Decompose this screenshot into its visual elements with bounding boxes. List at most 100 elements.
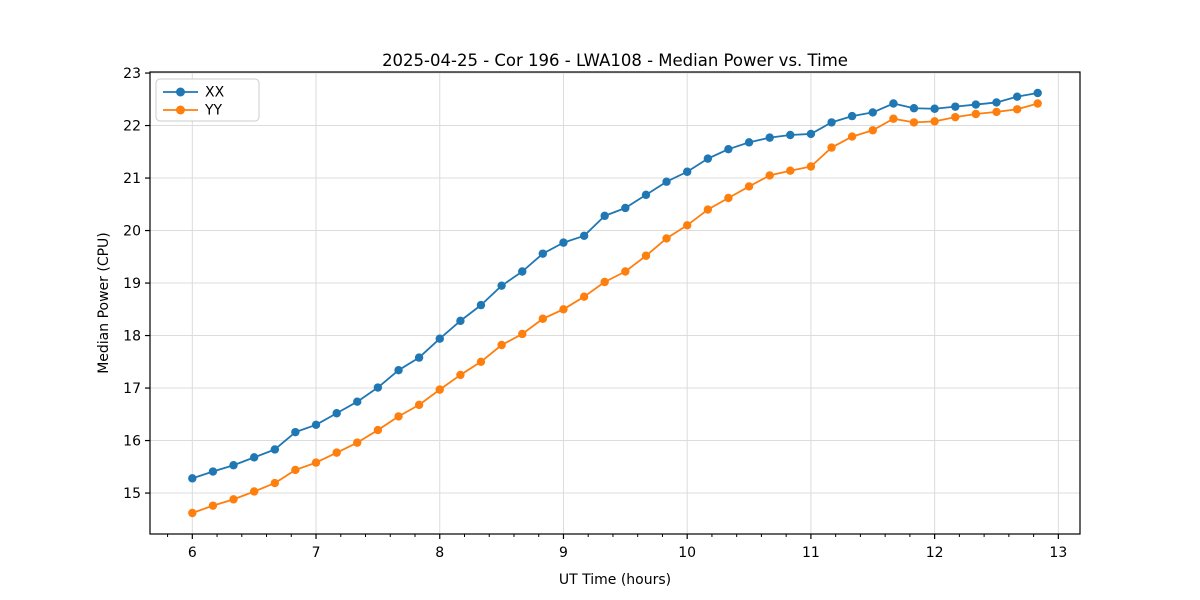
data-point-yy	[208, 501, 218, 510]
legend: XX YY	[155, 78, 260, 122]
y-tick-label: 19	[123, 276, 141, 292]
data-point-yy	[476, 357, 486, 366]
data-point-xx	[951, 102, 960, 111]
data-point-yy	[827, 143, 836, 152]
y-tick-label: 22	[123, 119, 141, 135]
x-tick-label: 13	[1049, 545, 1067, 561]
data-point-yy	[806, 162, 816, 171]
data-point-yy	[889, 114, 898, 123]
legend-label-yy: YY	[204, 103, 223, 119]
gridlines	[150, 72, 1080, 534]
y-tick-label: 16	[123, 434, 141, 450]
y-tick-label: 17	[123, 381, 141, 397]
data-point-xx	[827, 118, 836, 127]
data-point-yy	[311, 458, 321, 467]
series-lines	[188, 88, 1042, 518]
data-point-yy	[868, 126, 877, 135]
data-point-xx	[414, 353, 424, 362]
series-xx	[188, 88, 1042, 483]
data-point-xx	[1033, 88, 1042, 98]
data-point-yy	[930, 117, 939, 126]
data-point-xx	[744, 138, 754, 147]
data-point-xx	[889, 99, 898, 108]
data-point-yy	[662, 234, 671, 243]
data-point-yy	[497, 340, 506, 350]
data-point-yy	[456, 370, 465, 380]
data-point-xx	[476, 300, 486, 310]
data-point-yy	[641, 251, 651, 260]
data-point-xx	[353, 397, 362, 406]
data-point-yy	[1012, 105, 1022, 114]
data-point-xx	[311, 420, 321, 429]
axis-ticks: 6 7 8 9 10 11 12 13 15 16 17 18 19 20 21 22 23	[123, 66, 1067, 561]
x-tick-label: 6	[188, 545, 197, 561]
data-point-yy	[724, 193, 733, 203]
data-point-yy	[971, 109, 981, 119]
data-point-xx	[579, 231, 589, 240]
data-point-xx	[332, 409, 341, 418]
data-point-yy	[559, 305, 568, 314]
x-tick-label: 12	[926, 545, 944, 561]
x-tick-label: 11	[802, 545, 820, 561]
data-point-yy	[373, 425, 383, 435]
data-point-yy	[394, 412, 403, 421]
data-point-xx	[909, 104, 919, 113]
data-point-yy	[332, 448, 341, 457]
series-xx-line	[191, 92, 1039, 480]
y-axis-label: Median Power (CPU)	[96, 232, 112, 374]
series-yy	[188, 99, 1042, 518]
data-point-yy	[621, 267, 630, 276]
data-point-xx	[992, 98, 1001, 107]
data-point-xx	[394, 366, 403, 375]
data-point-xx	[786, 130, 795, 140]
data-point-xx	[600, 211, 609, 221]
data-point-yy	[765, 171, 774, 180]
data-point-yy	[579, 292, 589, 301]
data-point-yy	[353, 438, 362, 447]
data-point-xx	[497, 281, 506, 290]
data-point-xx	[765, 133, 774, 142]
legend-label-xx: XX	[205, 85, 225, 101]
legend-item-xx: XX	[163, 85, 225, 101]
data-point-yy	[414, 400, 424, 410]
series-yy-line	[191, 102, 1039, 514]
y-tick-label: 15	[123, 486, 141, 502]
x-tick-label: 7	[312, 545, 321, 561]
data-point-xx	[188, 474, 197, 483]
data-point-yy	[909, 118, 919, 127]
x-tick-label: 9	[559, 545, 568, 561]
data-point-xx	[724, 144, 733, 154]
data-point-xx	[538, 249, 548, 258]
data-point-xx	[621, 203, 630, 213]
data-point-xx	[847, 111, 857, 121]
data-point-yy	[786, 166, 795, 175]
plot-border	[149, 71, 1081, 535]
legend-marker-xx	[176, 87, 185, 97]
y-tick-label: 20	[123, 224, 141, 240]
y-tick-label: 18	[123, 329, 141, 345]
data-point-xx	[971, 100, 981, 109]
data-point-xx	[559, 238, 568, 247]
data-point-xx	[806, 129, 816, 139]
chart-title: 2025-04-25 - Cor 196 - LWA108 - Median P…	[382, 51, 848, 70]
data-point-yy	[188, 508, 197, 518]
data-point-yy	[951, 112, 960, 122]
data-point-xx	[270, 445, 280, 454]
data-point-xx	[1012, 92, 1022, 101]
data-point-xx	[682, 167, 692, 176]
data-point-yy	[600, 277, 609, 287]
legend-item-yy: YY	[163, 103, 223, 119]
data-point-xx	[868, 108, 877, 117]
data-point-yy	[518, 329, 527, 339]
legend-marker-yy	[176, 105, 185, 115]
y-tick-label: 23	[123, 66, 141, 82]
data-point-yy	[229, 495, 238, 504]
data-point-xx	[930, 104, 939, 113]
data-point-yy	[291, 465, 300, 475]
data-point-yy	[538, 314, 548, 323]
data-point-xx	[456, 316, 465, 326]
data-point-xx	[662, 177, 671, 186]
data-point-yy	[435, 385, 444, 394]
